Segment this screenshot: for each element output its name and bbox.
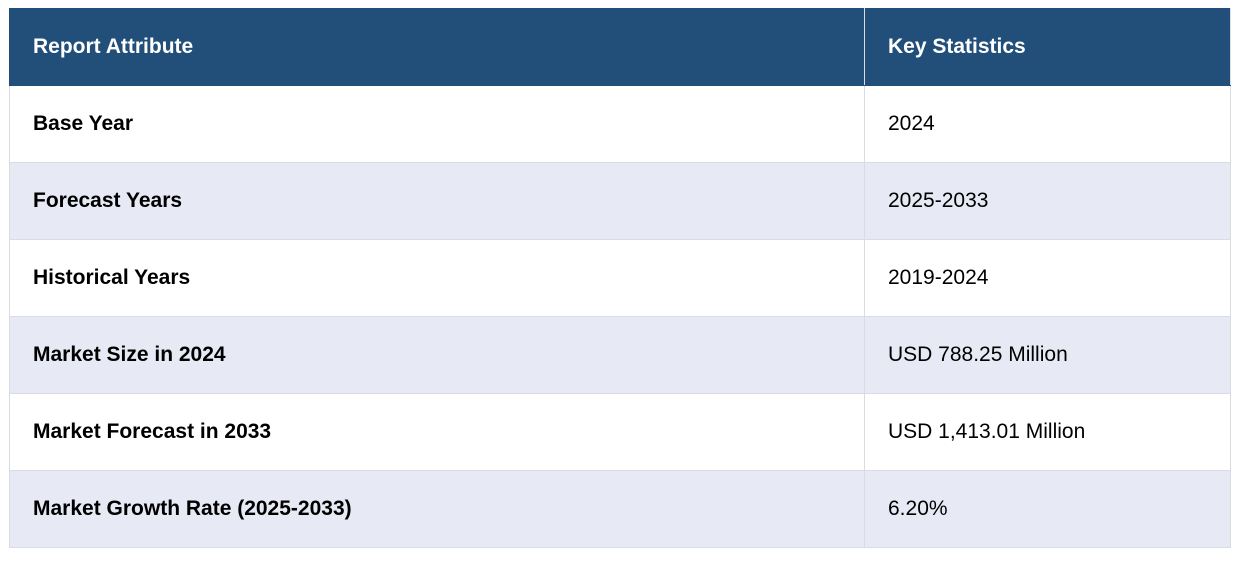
- table-body: Base Year 2024 Forecast Years 2025-2033 Hist…: [9, 85, 1231, 548]
- attribute-cell: Historical Years: [9, 239, 865, 317]
- table-row: Historical Years 2019-2024: [9, 239, 1231, 317]
- table-row: Market Growth Rate (2025-2033) 6.20%: [9, 470, 1231, 548]
- attribute-cell: Market Growth Rate (2025-2033): [9, 470, 865, 548]
- stats-table: Report Attribute Key Statistics Base Yea…: [9, 8, 1231, 548]
- attribute-cell: Base Year: [9, 85, 865, 163]
- header-cell: Report Attribute: [9, 8, 865, 86]
- attribute-cell: Market Size in 2024: [9, 316, 865, 394]
- value-cell: 2025-2033: [864, 162, 1231, 240]
- value-cell: 2019-2024: [864, 239, 1231, 317]
- table-row: Market Forecast in 2033 USD 1,413.01 Mill…: [9, 393, 1231, 471]
- value-cell: 2024: [864, 85, 1231, 163]
- header-cell: Key Statistics: [864, 8, 1231, 86]
- value-cell: USD 788.25 Million: [864, 316, 1231, 394]
- header-row: Report Attribute Key Statistics: [9, 8, 1231, 86]
- table-row: Market Size in 2024 USD 788.25 Million: [9, 316, 1231, 394]
- attribute-cell: Forecast Years: [9, 162, 865, 240]
- table-row: Base Year 2024: [9, 85, 1231, 163]
- value-cell: USD 1,413.01 Million: [864, 393, 1231, 471]
- table-row: Forecast Years 2025-2033: [9, 162, 1231, 240]
- attribute-cell: Market Forecast in 2033: [9, 393, 865, 471]
- value-cell: 6.20%: [864, 470, 1231, 548]
